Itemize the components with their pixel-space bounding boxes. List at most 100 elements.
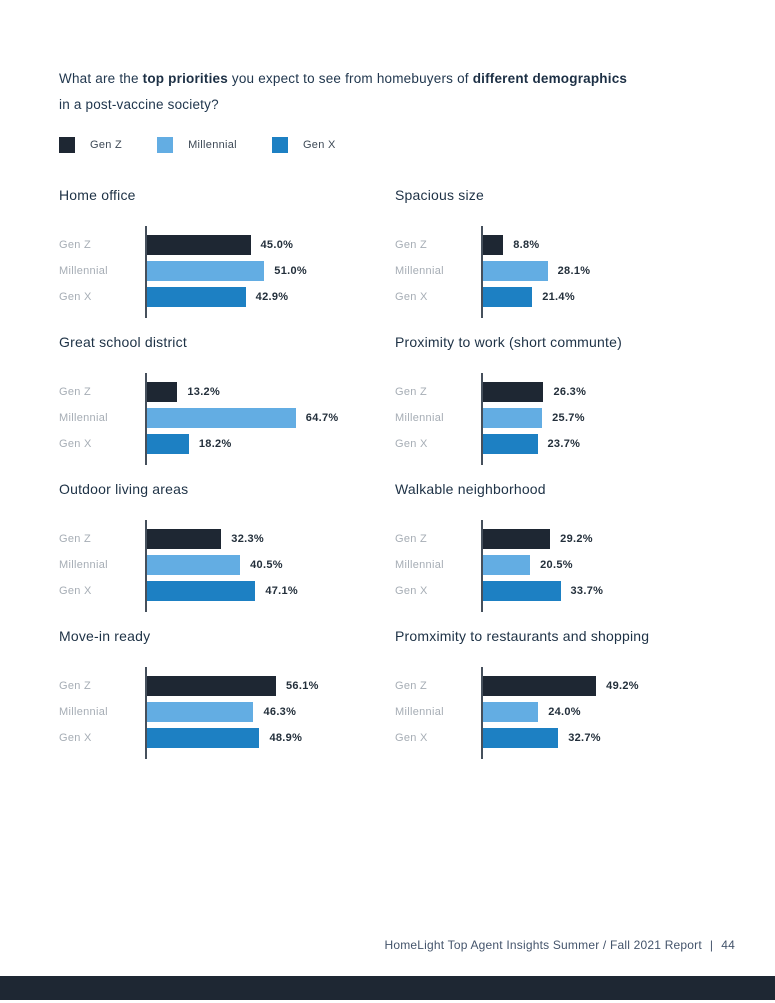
category-label: Millennial <box>59 412 108 424</box>
category-labels: Gen Z Millennial Gen X <box>395 520 481 612</box>
question-text-segment: What are the <box>59 71 143 86</box>
bar-millennial <box>483 555 531 575</box>
bars-area: 13.2% 64.7% 18.2% <box>145 373 395 465</box>
chart-legend: Gen Z Millennial Gen X <box>59 137 735 153</box>
value-label: 13.2% <box>187 386 221 398</box>
bar-row: 46.3% <box>147 699 395 725</box>
chart-body: Gen Z Millennial Gen X 26.3% 25.7% 23.7% <box>395 373 735 465</box>
bar-row: 13.2% <box>147 379 395 405</box>
bar-row: 51.0% <box>147 258 395 284</box>
value-label: 18.2% <box>198 438 232 450</box>
bar-row: 20.5% <box>483 552 735 578</box>
legend-label: Millennial <box>188 139 237 151</box>
category-label: Gen Z <box>395 386 428 398</box>
category-label: Millennial <box>395 412 444 424</box>
question-text-segment: you expect to see from homebuyers of <box>227 71 473 86</box>
category-label: Millennial <box>59 559 108 571</box>
category-label: Millennial <box>395 706 444 718</box>
category-label: Gen Z <box>59 239 92 251</box>
bar-millennial <box>147 555 241 575</box>
bar-row: 33.7% <box>483 578 735 604</box>
value-label: 33.7% <box>570 585 604 597</box>
category-label: Gen Z <box>395 533 428 545</box>
bar-gen-z <box>147 529 222 549</box>
bar-millennial <box>483 702 539 722</box>
bar-gen-z <box>147 235 251 255</box>
value-label: 49.2% <box>606 680 639 692</box>
question-bold-text: top priorities <box>142 71 228 86</box>
chart-body: Gen Z Millennial Gen X 45.0% 51.0% 42.9% <box>59 226 395 318</box>
chart-promximity-to-restaurants-and-shopping: Promximity to restaurants and shopping Ge… <box>395 627 735 774</box>
chart-title: Home office <box>59 187 136 203</box>
category-label: Gen X <box>59 438 92 450</box>
bar-millennial <box>147 408 296 428</box>
chart-title: Proximity to work (short communte) <box>395 334 622 350</box>
category-label: Millennial <box>395 265 444 277</box>
legend-swatch-gen-x <box>271 137 288 153</box>
bar-gen-z <box>483 235 504 255</box>
chart-outdoor-living-areas: Outdoor living areas Gen Z Millennial Gen X… <box>59 480 395 627</box>
question-line-1: What are the top priorities you expect t… <box>59 66 735 92</box>
category-label: Millennial <box>395 559 444 571</box>
chart-great-school-district: Great school district Gen Z Millennial Gen … <box>59 333 395 480</box>
value-label: 20.5% <box>540 559 573 571</box>
chart-body: Gen Z Millennial Gen X 32.3% 40.5% 47.1% <box>59 520 395 612</box>
value-label: 32.3% <box>231 533 264 545</box>
question-line-2: in a post-vaccine society? <box>59 92 735 118</box>
bar-row: 28.1% <box>483 258 735 284</box>
bar-row: 25.7% <box>483 405 735 431</box>
bar-gen-x <box>483 728 559 748</box>
bar-millennial <box>147 261 265 281</box>
value-label: 28.1% <box>557 265 591 277</box>
bars-area: 49.2% 24.0% 32.7% <box>481 667 735 759</box>
category-label: Gen Z <box>59 386 92 398</box>
bar-row: 47.1% <box>147 578 395 604</box>
bar-millennial <box>483 408 543 428</box>
bar-millennial <box>147 702 254 722</box>
chart-title: Spacious size <box>395 187 484 203</box>
bar-row: 56.1% <box>147 673 395 699</box>
chart-body: Gen Z Millennial Gen X 13.2% 64.7% 18.2% <box>59 373 395 465</box>
footer-report-title: HomeLight Top Agent Insights Summer / Fa… <box>384 938 702 952</box>
category-labels: Gen Z Millennial Gen X <box>59 667 145 759</box>
chart-title: Outdoor living areas <box>59 481 189 497</box>
value-label: 24.0% <box>548 706 581 718</box>
charts-grid: Home office Gen Z Millennial Gen X 45.0% 51.0… <box>59 186 735 774</box>
bar-row: 26.3% <box>483 379 735 405</box>
category-label: Millennial <box>59 706 108 718</box>
chart-body: Gen Z Millennial Gen X 49.2% 24.0% 32.7% <box>395 667 735 759</box>
category-label: Gen Z <box>395 680 428 692</box>
bars-area: 26.3% 25.7% 23.7% <box>481 373 735 465</box>
report-page-content: What are the top priorities you expect t… <box>59 66 735 774</box>
chart-title: Move-in ready <box>59 628 151 644</box>
bars-area: 45.0% 51.0% 42.9% <box>145 226 395 318</box>
value-label: 8.8% <box>513 239 540 251</box>
bars-area: 32.3% 40.5% 47.1% <box>145 520 395 612</box>
legend-swatch-gen-z <box>59 137 75 153</box>
value-label: 45.0% <box>260 239 294 251</box>
category-label: Gen Z <box>395 239 428 251</box>
chart-home-office: Home office Gen Z Millennial Gen X 45.0% 51.0… <box>59 186 395 333</box>
legend-label: Gen X <box>302 139 336 151</box>
bar-gen-x <box>147 728 260 748</box>
chart-move-in-ready: Move-in ready Gen Z Millennial Gen X 56.1% 46… <box>59 627 395 774</box>
chart-walkable-neighborhood: Walkable neighborhood Gen Z Millennial Gen … <box>395 480 735 627</box>
category-label: Gen X <box>395 438 428 450</box>
bar-gen-z <box>147 382 178 402</box>
chart-body: Gen Z Millennial Gen X 8.8% 28.1% 21.4% <box>395 226 735 318</box>
bars-area: 56.1% 46.3% 48.9% <box>145 667 395 759</box>
bar-row: 64.7% <box>147 405 395 431</box>
bar-row: 23.7% <box>483 431 735 457</box>
legend-swatch-millennial <box>157 137 174 153</box>
bar-gen-z <box>483 676 597 696</box>
value-label: 42.9% <box>255 291 289 303</box>
bar-row: 32.7% <box>483 725 735 751</box>
category-label: Gen X <box>59 291 92 303</box>
bar-row: 49.2% <box>483 673 735 699</box>
question-bold-text: different demographics <box>472 71 628 86</box>
category-label: Gen X <box>395 585 428 597</box>
value-label: 51.0% <box>274 265 307 277</box>
bar-row: 42.9% <box>147 284 395 310</box>
bar-gen-z <box>483 382 544 402</box>
chart-body: Gen Z Millennial Gen X 29.2% 20.5% 33.7% <box>395 520 735 612</box>
